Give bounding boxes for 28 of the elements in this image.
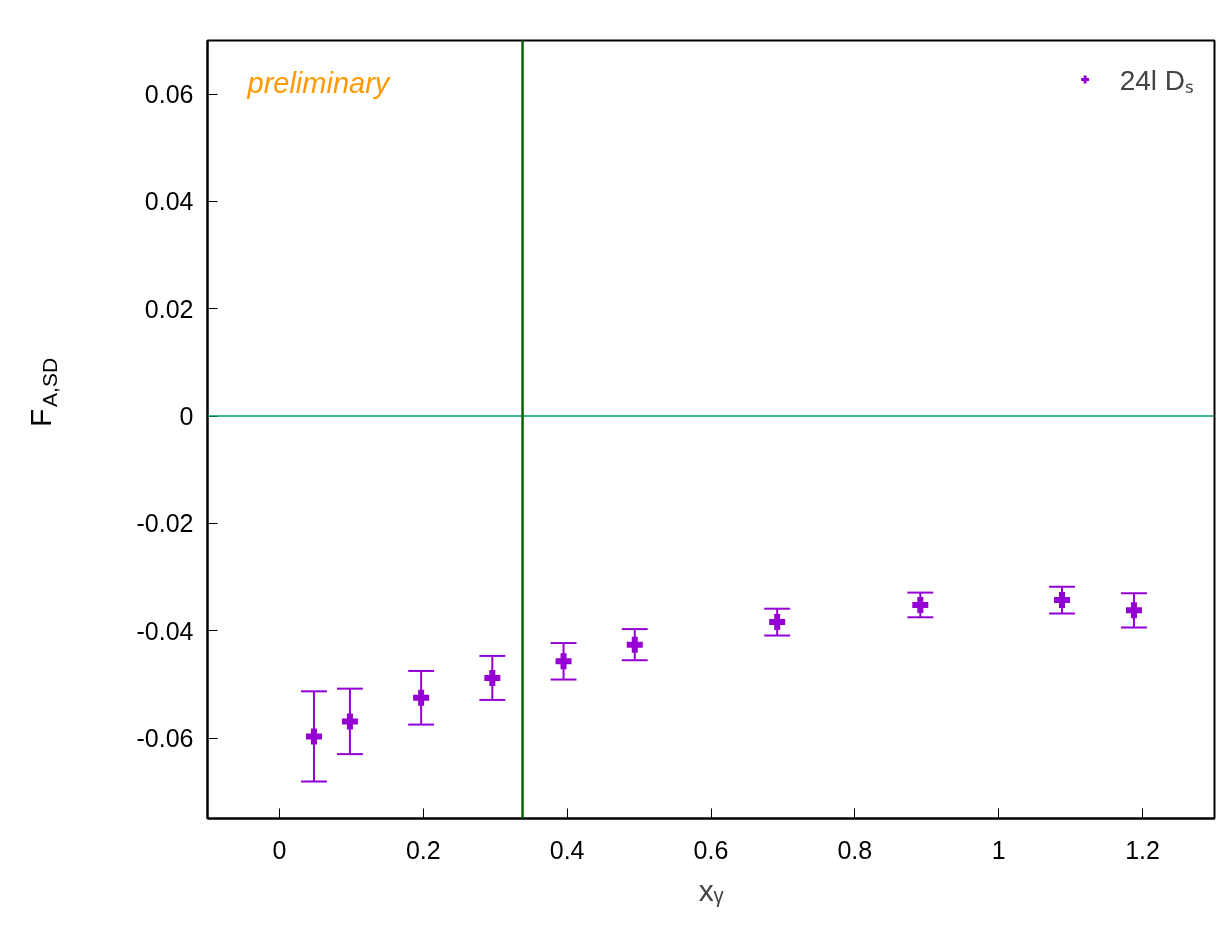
y-tick-label: 0.04 [144,187,194,216]
y-axis-title: FA,SD [24,357,61,427]
x-axis-title: xᵧ [698,873,724,907]
x-tick-label: 0.8 [837,835,873,864]
x-tick-label: 1.2 [1125,835,1160,864]
y-tick-label: 0.02 [144,294,194,323]
point [626,636,643,653]
y-tick-label: -0.02 [136,509,194,538]
x-tick-label: 1 [991,835,1006,864]
y-tick-label: -0.04 [136,616,194,645]
x-tick-label: 0.4 [549,835,585,864]
legend-label: 24l Dₛ [1119,64,1194,98]
y-tick-label: 0.06 [144,80,194,109]
y-tick-label: 0 [179,402,194,431]
point [555,653,572,670]
x-tick-label: 0 [272,835,287,864]
x-tick-label: 0.2 [405,835,441,864]
point [769,614,786,631]
y-tick-label: -0.06 [136,724,194,753]
point [1125,602,1142,619]
point [305,728,322,745]
point [341,713,358,730]
point [413,689,430,706]
point [1054,592,1071,609]
x-tick-label: 0.6 [693,835,729,864]
point [484,669,501,686]
annotation: preliminary [246,66,391,99]
point [912,596,929,613]
